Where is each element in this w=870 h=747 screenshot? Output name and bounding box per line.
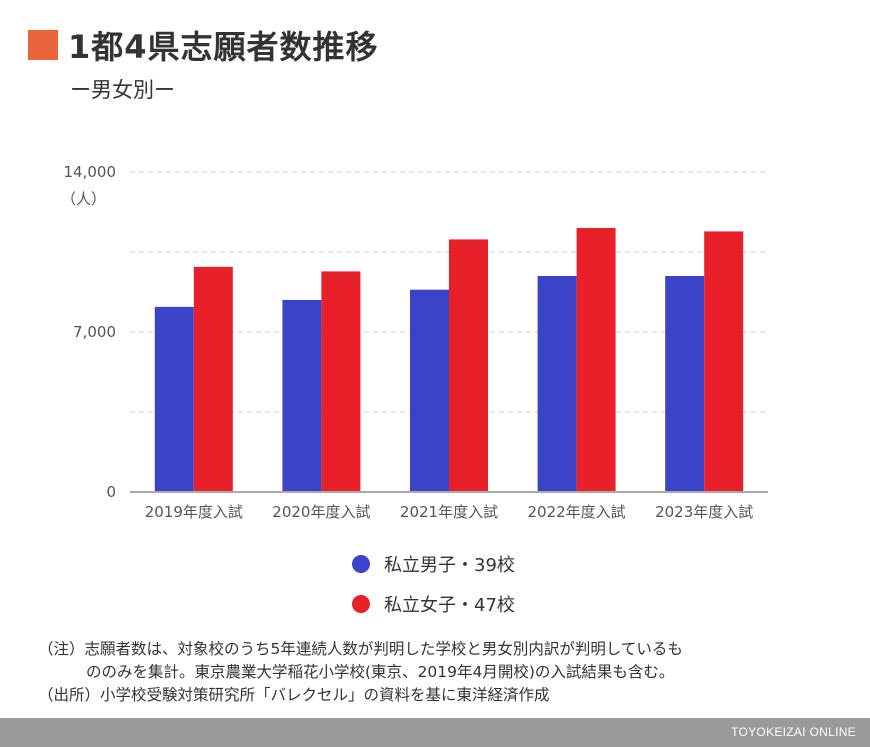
x-tick-label-4: 2023年度入試 xyxy=(655,503,753,521)
bar-girls-3 xyxy=(576,228,616,492)
bar-boys-1 xyxy=(282,300,322,492)
legend-dot-boys xyxy=(352,555,370,573)
bar-girls-0 xyxy=(193,266,233,492)
legend-label-girls: 私立女子・47校 xyxy=(384,595,515,616)
y-tick-label-1: 7,000 xyxy=(73,323,116,341)
y-tick-label-2: 14,000 xyxy=(64,163,117,181)
note-line-1: （注）志願者数は、対象校のうち5年連続人数が判明した学校と男女別内訳が判明してい… xyxy=(38,640,683,658)
x-tick-label-2: 2021年度入試 xyxy=(400,503,498,521)
title-marker xyxy=(28,30,58,60)
legend-item-girls: 私立女子・47校 xyxy=(352,584,515,624)
bar-girls-1 xyxy=(321,271,361,492)
legend-label-boys: 私立男子・39校 xyxy=(384,555,515,576)
x-tick-label-0: 2019年度入試 xyxy=(145,503,243,521)
bar-boys-0 xyxy=(154,306,194,492)
bars xyxy=(154,228,744,492)
bar-chart: 0 7,000 14,000 （人） 2019年度入試 2020年度入試 2021年度入試 2… xyxy=(61,163,768,521)
bar-girls-4 xyxy=(704,231,744,492)
footer-brand: TOYOKEIZAI ONLINE xyxy=(731,725,856,739)
bar-girls-2 xyxy=(449,239,488,492)
y-tick-label-0: 0 xyxy=(106,483,116,501)
bar-boys-4 xyxy=(665,276,705,492)
bar-boys-3 xyxy=(537,276,577,492)
footer-bar: TOYOKEIZAI ONLINE xyxy=(0,718,870,747)
chart-title: 1都4県志願者数推移 xyxy=(68,28,379,66)
y-unit-label: （人） xyxy=(61,190,106,208)
x-tick-label-1: 2020年度入試 xyxy=(272,503,370,521)
notes: （注）志願者数は、対象校のうち5年連続人数が判明した学校と男女別内訳が判明してい… xyxy=(38,638,683,707)
legend-dot-girls xyxy=(352,595,370,613)
axes: 0 7,000 14,000 （人） 2019年度入試 2020年度入試 2021年度入試 2… xyxy=(61,163,768,521)
note-line-2: ののみを集計。東京農業大学稲花小学校(東京、2019年4月開校)の入試結果も含む… xyxy=(86,663,675,681)
title-row: 1都4県志願者数推移 xyxy=(28,22,379,68)
legend: 私立男子・39校 私立女子・47校 xyxy=(352,544,515,624)
x-tick-label-3: 2022年度入試 xyxy=(528,503,626,521)
bar-boys-2 xyxy=(410,289,449,492)
chart-subtitle: ー男女別ー xyxy=(70,78,175,102)
legend-item-boys: 私立男子・39校 xyxy=(352,544,515,584)
source-line: （出所）小学校受験対策研究所「バレクセル」の資料を基に東洋経済作成 xyxy=(38,686,550,704)
